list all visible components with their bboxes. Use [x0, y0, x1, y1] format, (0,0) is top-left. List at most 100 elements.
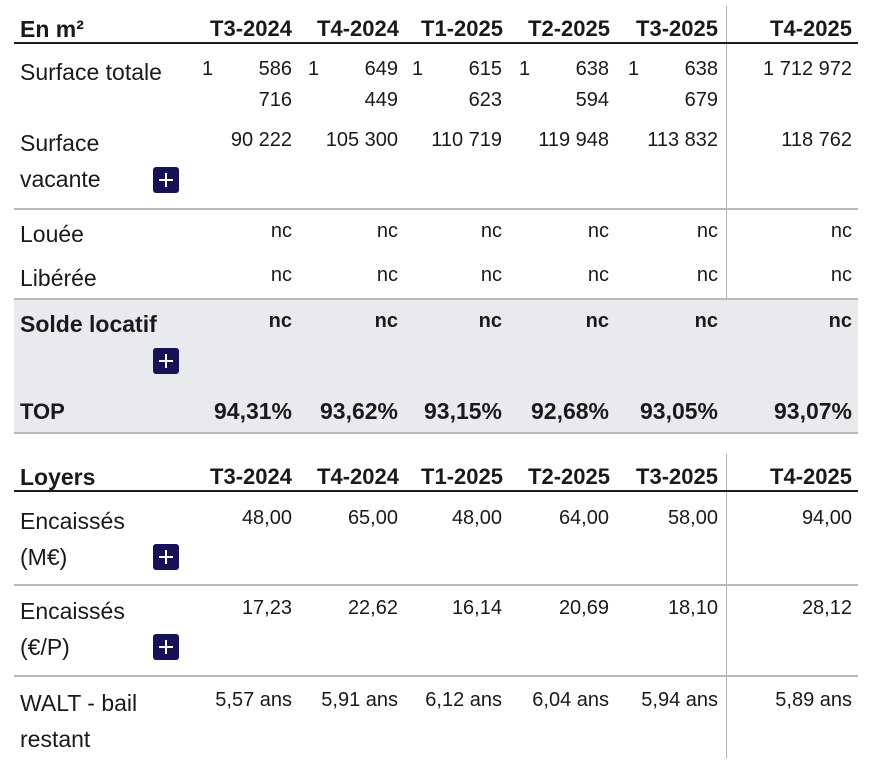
cell-value: 92,68% — [530, 398, 609, 424]
row-label: Solde locatif — [20, 311, 157, 337]
row-divider — [14, 208, 858, 210]
cell-value: 18,10 — [667, 597, 718, 619]
cell-value: 1 712 972 — [763, 58, 852, 80]
expand-solde-locatif-button[interactable] — [153, 348, 179, 374]
row-divider — [14, 675, 858, 677]
cell-value: 94,31% — [213, 398, 292, 424]
column-divider-bottom — [726, 454, 727, 758]
row-top: TOP 94,31% 93,62% 93,15% 92,68% 93,05% 9… — [14, 394, 858, 434]
cell-value: 5,89 ans — [775, 689, 852, 711]
column-header-t2-2025: T2-2025 — [528, 16, 610, 41]
summary-bottom-border — [14, 432, 858, 434]
cell-value: 93,05% — [639, 398, 718, 424]
cell-value: nc — [830, 220, 852, 242]
cell-value: 20,69 — [558, 597, 609, 619]
row-walt: WALT - bail restant 5,57 ans 5,91 ans 6,… — [14, 685, 858, 761]
row-surface-vacante: Surface vacante 90 222 105 300 110 719 1… — [14, 125, 858, 205]
column-header-t2-2025: T2-2025 — [528, 464, 610, 489]
cell-value: 5,57 ans — [215, 689, 292, 711]
row-label: (€/P) — [20, 634, 70, 660]
cell-value: 1 638 594 — [518, 58, 609, 111]
cell-value: nc — [268, 310, 292, 332]
column-header-t3-2024: T3-2024 — [210, 16, 292, 41]
loyers-header-label: Loyers — [20, 464, 96, 490]
cell-value: nc — [585, 310, 609, 332]
cell-value: nc — [696, 264, 718, 286]
cell-value: nc — [376, 264, 398, 286]
column-header-t4-2024: T4-2024 — [317, 16, 399, 41]
cell-value: 93,07% — [773, 398, 852, 424]
surface-unit-header: En m² — [20, 16, 84, 42]
cell-value: 64,00 — [558, 507, 609, 529]
row-label: Libérée — [20, 265, 97, 291]
cell-value: nc — [694, 310, 718, 332]
summary-top-border — [14, 298, 858, 300]
loyers-table-header: Loyers T3-2024 T4-2024 T1-2025 T2-2025 T… — [14, 458, 858, 492]
cell-value: 94,00 — [801, 507, 852, 529]
cell-value: 48,00 — [451, 507, 502, 529]
row-louee: Louée nc nc nc nc nc nc — [14, 216, 858, 256]
cell-value: 65,00 — [347, 507, 398, 529]
column-header-t3-2024: T3-2024 — [210, 464, 292, 489]
row-label: (M€) — [20, 544, 68, 570]
cell-value: nc — [270, 264, 292, 286]
row-solde-locatif: Solde locatif nc nc nc nc nc nc — [14, 306, 858, 378]
cell-value: nc — [828, 310, 852, 332]
cell-value: 16,14 — [451, 597, 502, 619]
row-label: restant — [20, 726, 91, 752]
row-liberee: Libérée nc nc nc nc nc nc — [14, 260, 858, 300]
cell-value: 90 222 — [230, 129, 292, 151]
row-label: Louée — [20, 221, 84, 247]
row-label: Encaissés — [20, 508, 125, 534]
cell-value: 105 300 — [325, 129, 398, 151]
cell-value: 119 948 — [538, 129, 609, 151]
row-encaisses-eur-p: Encaissés (€/P) 17,23 22,62 16,14 20,69 … — [14, 593, 858, 673]
row-label: Encaissés — [20, 598, 125, 624]
cell-value: 93,15% — [423, 398, 502, 424]
surface-table-header: En m² T3-2024 T4-2024 T1-2025 T2-2025 T3… — [14, 10, 858, 44]
cell-value: 6,04 ans — [532, 689, 609, 711]
column-header-t4-2025: T4-2025 — [770, 464, 852, 489]
cell-value: 1 638 679 — [627, 58, 718, 111]
column-header-t3-2025: T3-2025 — [636, 16, 718, 41]
cell-value: 22,62 — [347, 597, 398, 619]
expand-surface-vacante-button[interactable] — [153, 167, 179, 193]
cell-value: 5,94 ans — [641, 689, 718, 711]
cell-value: 6,12 ans — [425, 689, 502, 711]
cell-value: nc — [587, 220, 609, 242]
expand-encaisses-meur-button[interactable] — [153, 544, 179, 570]
cell-value: 1 586 716 — [201, 58, 292, 111]
column-header-t4-2024: T4-2024 — [317, 464, 399, 489]
row-divider — [14, 584, 858, 586]
cell-value: nc — [480, 264, 502, 286]
expand-encaisses-eur-p-button[interactable] — [153, 634, 179, 660]
column-header-t4-2025: T4-2025 — [770, 16, 852, 41]
cell-value: 1 649 449 — [307, 58, 398, 111]
cell-value: 1 615 623 — [411, 58, 502, 111]
column-header-t3-2025: T3-2025 — [636, 464, 718, 489]
column-header-t1-2025: T1-2025 — [421, 16, 503, 41]
cell-value: nc — [270, 220, 292, 242]
cell-value: 113 832 — [647, 129, 718, 151]
cell-value: 58,00 — [667, 507, 718, 529]
cell-value: 110 719 — [431, 129, 502, 151]
cell-value: nc — [376, 220, 398, 242]
cell-value: 28,12 — [801, 597, 852, 619]
row-encaisses-meur: Encaissés (M€) 48,00 65,00 48,00 64,00 5… — [14, 503, 858, 583]
row-surface-totale: Surface totale 1 586 716 1 649 449 1 615… — [14, 54, 858, 118]
cell-value: 5,91 ans — [321, 689, 398, 711]
cell-value: nc — [696, 220, 718, 242]
column-divider-top — [726, 6, 727, 434]
cell-value: nc — [374, 310, 398, 332]
cell-value: 17,23 — [241, 597, 292, 619]
cell-value: nc — [480, 220, 502, 242]
cell-value: nc — [478, 310, 502, 332]
cell-value: 93,62% — [319, 398, 398, 424]
column-header-t1-2025: T1-2025 — [421, 464, 503, 489]
cell-value: 118 762 — [781, 129, 852, 151]
row-label: vacante — [20, 166, 101, 192]
row-label: TOP — [20, 399, 65, 424]
cell-value: 48,00 — [241, 507, 292, 529]
row-label: WALT - bail — [20, 690, 138, 716]
row-label: Surface totale — [20, 59, 162, 85]
